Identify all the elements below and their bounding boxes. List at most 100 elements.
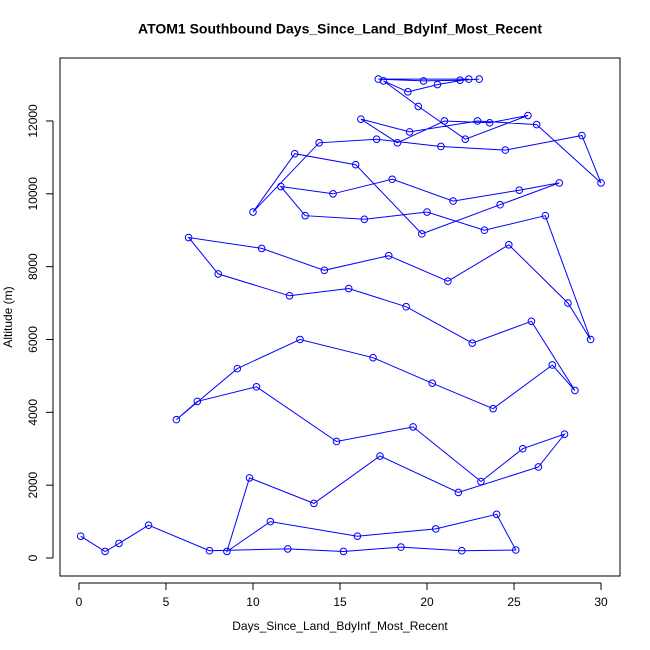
data-point [468, 339, 477, 347]
plot-frame [59, 57, 621, 577]
data-point [485, 118, 494, 127]
data-point [515, 186, 524, 194]
data-point [402, 302, 410, 311]
y-tick-label: 12000 [26, 104, 40, 138]
data-point [496, 200, 504, 209]
x-tick-label: 15 [333, 595, 347, 609]
data-point [475, 75, 484, 83]
data-point [473, 117, 482, 125]
data-point [541, 211, 550, 220]
data-point [564, 299, 572, 307]
data-point [440, 117, 449, 125]
data-point [193, 397, 202, 406]
data-point [534, 463, 543, 471]
data-point [384, 251, 393, 260]
y-tick-label: 8000 [26, 253, 40, 280]
data-point [444, 277, 452, 286]
data-point [252, 383, 261, 391]
data-point [360, 215, 369, 224]
data-point [532, 120, 541, 129]
data-point [376, 452, 384, 460]
data-point [480, 226, 489, 235]
data-point [353, 532, 362, 540]
data-point [379, 77, 388, 85]
data-point [417, 230, 426, 238]
data-point [301, 211, 309, 220]
data-point [296, 335, 304, 344]
data-point [548, 361, 557, 369]
data-point [404, 88, 412, 96]
data-point [245, 474, 254, 482]
data-point [249, 208, 257, 216]
x-tick-label: 5 [163, 595, 170, 609]
data-point [449, 197, 457, 205]
data-point [492, 510, 501, 519]
data-point [527, 317, 536, 326]
data-point [555, 179, 564, 187]
data-point [285, 291, 294, 300]
data-point [283, 545, 292, 553]
data-point [101, 547, 109, 556]
data-point [431, 525, 440, 533]
data-point [461, 135, 470, 143]
data-point [357, 115, 365, 123]
data-point [456, 76, 464, 84]
data-point [315, 139, 323, 147]
data-point [332, 437, 341, 446]
data-point [329, 190, 337, 198]
x-axis-label: Days_Since_Land_BdyInf_Most_Recent [232, 619, 448, 633]
data-point [560, 430, 569, 438]
data-point [405, 128, 414, 136]
data-point [477, 477, 485, 486]
data-point [320, 266, 329, 275]
data-point [489, 404, 497, 413]
chart-title: ATOM1 Southbound Days_Since_Land_BdyInf_… [138, 21, 542, 37]
data-point [454, 488, 463, 497]
data-point [524, 111, 532, 120]
data-point [233, 364, 242, 373]
data-point [76, 532, 85, 540]
data-point [458, 546, 466, 555]
data-point [388, 175, 397, 184]
data-point [437, 142, 445, 151]
data-point [351, 160, 360, 169]
x-tick-label: 25 [507, 595, 521, 609]
y-tick-label: 10000 [26, 177, 40, 211]
x-tick-label: 30 [594, 595, 608, 609]
data-point [214, 270, 222, 278]
data-point [571, 386, 579, 395]
data-point [414, 102, 423, 111]
data-point [339, 547, 348, 556]
data-point [409, 423, 417, 431]
y-tick-label: 0 [26, 554, 40, 561]
data-point [266, 517, 275, 526]
data-point [505, 240, 513, 249]
data-point [397, 543, 405, 551]
y-tick-label: 4000 [26, 399, 40, 426]
data-point [393, 139, 402, 147]
data-point [205, 546, 214, 555]
data-point [428, 379, 437, 387]
data-point [511, 546, 520, 554]
data-point [257, 244, 266, 253]
data-point [433, 80, 442, 89]
x-tick-label: 10 [246, 595, 260, 609]
data-point [578, 131, 586, 140]
data-point [290, 149, 299, 158]
data-point [184, 233, 193, 242]
data-point [501, 146, 510, 154]
data-point [144, 521, 153, 530]
data-point [223, 547, 231, 556]
data-point [277, 182, 285, 191]
x-tick-label: 0 [76, 595, 83, 609]
data-point [172, 415, 181, 424]
data-point [372, 135, 381, 143]
data-point [419, 77, 428, 85]
x-tick-label: 20 [420, 595, 434, 609]
data-point [344, 284, 353, 293]
data-point [374, 75, 383, 83]
data-point [597, 179, 605, 187]
data-point [586, 335, 595, 344]
